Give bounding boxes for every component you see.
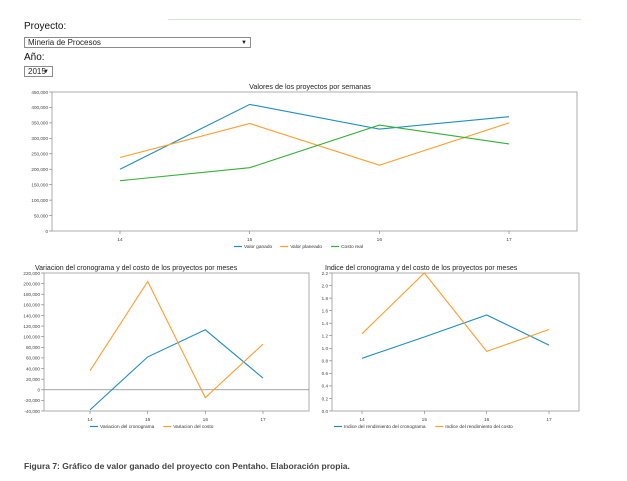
legend-label: Variacion del costo (173, 424, 214, 430)
monthly-index-chart: Indice del cronograma y del costo de los… (322, 265, 580, 430)
series-line-1 (89, 280, 264, 399)
y-tick-label: 50,000 (34, 213, 48, 218)
year-label: Año: (24, 52, 45, 63)
y-tick-label: 300,000 (31, 136, 48, 141)
y-tick-label: 60,000 (26, 356, 40, 361)
y-tick-label: 350,000 (31, 121, 48, 126)
legend-label: Variacion del cronograma (100, 424, 155, 430)
legend-label: Valor planeado (290, 244, 322, 250)
chevron-down-icon: ▼ (43, 69, 49, 75)
x-tick-label: 16 (484, 417, 490, 423)
chevron-down-icon: ▼ (241, 40, 247, 46)
year-select[interactable]: 2015 ▼ (24, 66, 53, 77)
y-tick-label: 200,000 (31, 167, 48, 172)
y-tick-label: 0.8 (322, 359, 329, 364)
y-tick-label: 220,000 (23, 271, 40, 276)
weekly-values-chart: Valores de los proyectos por semanas 0 50,… (31, 82, 578, 250)
y-tick-label: 2.2 (322, 271, 329, 276)
y-tick-label: 450,000 (31, 90, 48, 95)
x-tick-label: 17 (260, 417, 266, 423)
y-tick-label: 150,000 (31, 182, 48, 187)
figure-caption: Figura 7: Gráfico de valor ganado del pr… (24, 461, 350, 471)
chart-title: Indice del cronograma y del costo de los… (325, 265, 518, 272)
x-tick-label: 17 (546, 417, 552, 423)
y-tick-label: 40,000 (26, 366, 40, 371)
project-label: Proyecto: (24, 21, 67, 32)
y-tick-label: 200,000 (23, 281, 40, 286)
x-tick-label: 17 (506, 237, 512, 243)
y-tick-label: -40,000 (24, 409, 40, 414)
year-select-value: 2015 (28, 67, 46, 76)
y-tick-label: 0 (45, 229, 48, 234)
y-tick-label: 100,000 (23, 334, 40, 339)
x-tick-label: 14 (87, 417, 93, 423)
x-tick-label: 14 (359, 417, 365, 423)
series-line-0 (89, 329, 264, 411)
y-tick-label: 140,000 (23, 313, 40, 318)
y-tick-label: 120,000 (23, 324, 40, 329)
plot-frame (51, 91, 578, 232)
y-tick-label: 80,000 (26, 345, 40, 350)
x-tick-label: 14 (117, 237, 123, 243)
y-tick-label: 1.6 (322, 308, 329, 313)
legend-label: Costo real (341, 244, 363, 250)
x-tick-label: 16 (203, 417, 209, 423)
y-tick-label: 0.0 (322, 409, 329, 414)
header-divider (168, 19, 581, 20)
y-tick-label: 0.4 (322, 384, 329, 389)
y-tick-label: 400,000 (31, 105, 48, 110)
legend-label: Indice del rendimiento del costo (445, 424, 513, 430)
y-tick-label: 1.2 (322, 334, 329, 339)
series-line-0 (361, 314, 550, 359)
x-tick-label: 15 (247, 237, 253, 243)
y-tick-label: 1.4 (322, 321, 329, 326)
monthly-variance-chart: Variacion del cronograma y del costo de … (23, 265, 310, 430)
series-line-1 (361, 272, 550, 353)
plot-frame (331, 272, 580, 412)
series-line-2 (119, 124, 510, 182)
plot-frame (43, 272, 310, 412)
series-line-0 (119, 103, 510, 170)
series-line-1 (119, 122, 510, 166)
y-tick-label: 100,000 (31, 198, 48, 203)
chart-title: Variacion del cronograma y del costo de … (35, 265, 238, 272)
y-tick-label: 0 (37, 388, 40, 393)
y-tick-label: 1.0 (322, 346, 329, 351)
x-tick-label: 15 (422, 417, 428, 423)
y-tick-label: 0.6 (322, 371, 329, 376)
y-tick-label: 20,000 (26, 377, 40, 382)
y-tick-label: 250,000 (31, 152, 48, 157)
y-tick-label: 2.0 (322, 283, 329, 288)
y-tick-label: -20,000 (24, 398, 40, 403)
legend-label: Valor ganado (244, 244, 273, 250)
project-select[interactable]: Mineria de Procesos ▼ (24, 37, 251, 48)
legend-label: Indice del rendimiento del cronograma (344, 424, 426, 430)
y-tick-label: 180,000 (23, 292, 40, 297)
y-tick-label: 0.2 (322, 396, 329, 401)
y-tick-label: 1.8 (322, 296, 329, 301)
x-tick-label: 16 (377, 237, 383, 243)
y-tick-label: 160,000 (23, 303, 40, 308)
project-select-value: Mineria de Procesos (28, 38, 101, 47)
chart-title: Valores de los proyectos por semanas (249, 82, 371, 91)
x-tick-label: 15 (145, 417, 151, 423)
